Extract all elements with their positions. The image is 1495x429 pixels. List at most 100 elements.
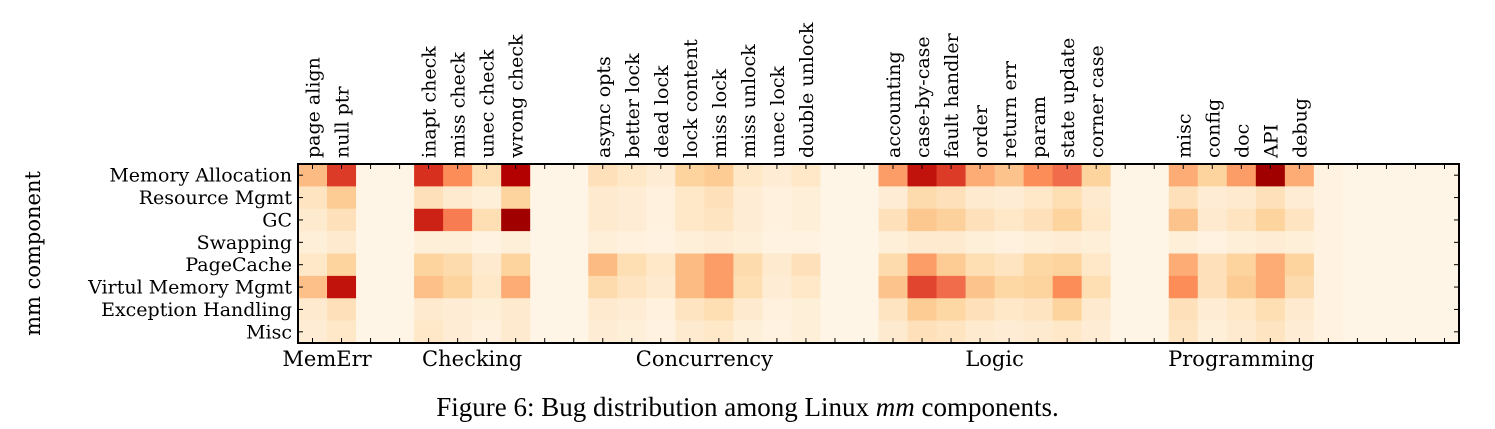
heatmap-cell [675, 320, 705, 344]
heatmap-cell [1081, 253, 1112, 277]
heatmap-cell [936, 298, 966, 322]
column-label: config [1202, 99, 1224, 158]
heatmap-cell [1342, 320, 1373, 344]
heatmap-cell [1110, 275, 1141, 299]
heatmap-cell [704, 298, 734, 322]
heatmap-cell [588, 253, 618, 277]
heatmap-cell [878, 164, 908, 187]
column-label: double unlock [796, 22, 818, 158]
heatmap-cell [791, 208, 821, 232]
group-label: MemErr [282, 347, 372, 371]
heatmap-cell [820, 186, 850, 210]
heatmap-cell [559, 298, 589, 322]
column-label: unec check [477, 49, 499, 158]
heatmap-cell [501, 320, 531, 344]
heatmap-cell [385, 208, 415, 232]
heatmap-cell [414, 231, 444, 254]
heatmap-cell [414, 298, 444, 322]
heatmap-cell [1168, 298, 1199, 322]
heatmap-cell [878, 231, 908, 254]
figure-caption: Figure 6: Bug distribution among Linux m… [0, 392, 1495, 423]
column-label: inapt check [419, 46, 441, 158]
heatmap-cell [1052, 231, 1083, 254]
heatmap-cell [588, 164, 618, 187]
heatmap-cell [965, 298, 995, 322]
column-label: doc [1231, 124, 1253, 158]
heatmap-cell [1429, 320, 1460, 344]
heatmap-cell [588, 231, 618, 254]
heatmap-cell [559, 253, 589, 277]
heatmap-cell [1023, 231, 1054, 254]
heatmap-cell [907, 164, 937, 187]
heatmap-cell [1110, 208, 1141, 232]
heatmap-cell [298, 253, 328, 277]
heatmap-cell [994, 320, 1025, 344]
column-label: accounting [883, 51, 905, 158]
heatmap-cell [1052, 164, 1083, 187]
heatmap-cell [1052, 320, 1083, 344]
heatmap-cell [530, 275, 560, 299]
row-label: Exception Handling [101, 299, 292, 321]
heatmap-cell [704, 320, 734, 344]
heatmap-cell [1371, 231, 1402, 254]
heatmap-cell [907, 320, 937, 344]
heatmap-cell [1197, 186, 1228, 210]
row-label: Swapping [197, 232, 292, 254]
heatmap-cell [443, 208, 473, 232]
heatmap-cell [1168, 275, 1199, 299]
heatmap-cell [414, 186, 444, 210]
heatmap-cell [1342, 298, 1373, 322]
column-label: param [1028, 96, 1050, 158]
heatmap-cell [443, 320, 473, 344]
heatmap-cell [1371, 298, 1402, 322]
heatmap-cell [733, 253, 763, 277]
heatmap-cell [1168, 231, 1199, 254]
heatmap-cell [1226, 208, 1257, 232]
heatmap-cell [501, 164, 531, 187]
heatmap-cell [878, 253, 908, 277]
heatmap-cell [704, 164, 734, 187]
heatmap-cell [936, 164, 966, 187]
heatmap-cell [849, 231, 879, 254]
heatmap-cell [327, 208, 357, 232]
heatmap-cell [675, 164, 705, 187]
heatmap-cell [849, 208, 879, 232]
heatmap-cell [1197, 275, 1228, 299]
group-label: Programming [1168, 347, 1314, 371]
caption-suffix: components. [914, 392, 1059, 422]
heatmap-cell [356, 208, 386, 232]
heatmap-cell [530, 231, 560, 254]
heatmap-cell [1255, 208, 1286, 232]
heatmap-cell [1226, 298, 1257, 322]
heatmap-cell [791, 164, 821, 187]
heatmap-cell [1284, 186, 1315, 210]
heatmap-cell [936, 320, 966, 344]
row-label: GC [262, 209, 292, 231]
heatmap-cell [1342, 231, 1373, 254]
heatmap-cell [1168, 253, 1199, 277]
heatmap-cell [501, 298, 531, 322]
heatmap-cell [530, 298, 560, 322]
heatmap-cell [994, 186, 1025, 210]
column-label: unec lock [767, 65, 789, 158]
heatmap-cell [1255, 298, 1286, 322]
heatmap-cell [327, 253, 357, 277]
heatmap-cell [1226, 164, 1257, 187]
group-label: Concurrency [636, 347, 773, 371]
heatmap-cell [820, 208, 850, 232]
heatmap-cell [1342, 208, 1373, 232]
heatmap-cell [733, 275, 763, 299]
heatmap-cell [1313, 164, 1344, 187]
heatmap-cell [501, 231, 531, 254]
heatmap-cell [327, 164, 357, 187]
heatmap-cell [1313, 320, 1344, 344]
heatmap-cell [559, 320, 589, 344]
heatmap-cell [414, 164, 444, 187]
heatmap-cell [733, 186, 763, 210]
heatmap-cell [443, 275, 473, 299]
heatmap-cell [530, 208, 560, 232]
heatmap-cell [327, 231, 357, 254]
heatmap-cell [1371, 186, 1402, 210]
heatmap-cell [936, 275, 966, 299]
